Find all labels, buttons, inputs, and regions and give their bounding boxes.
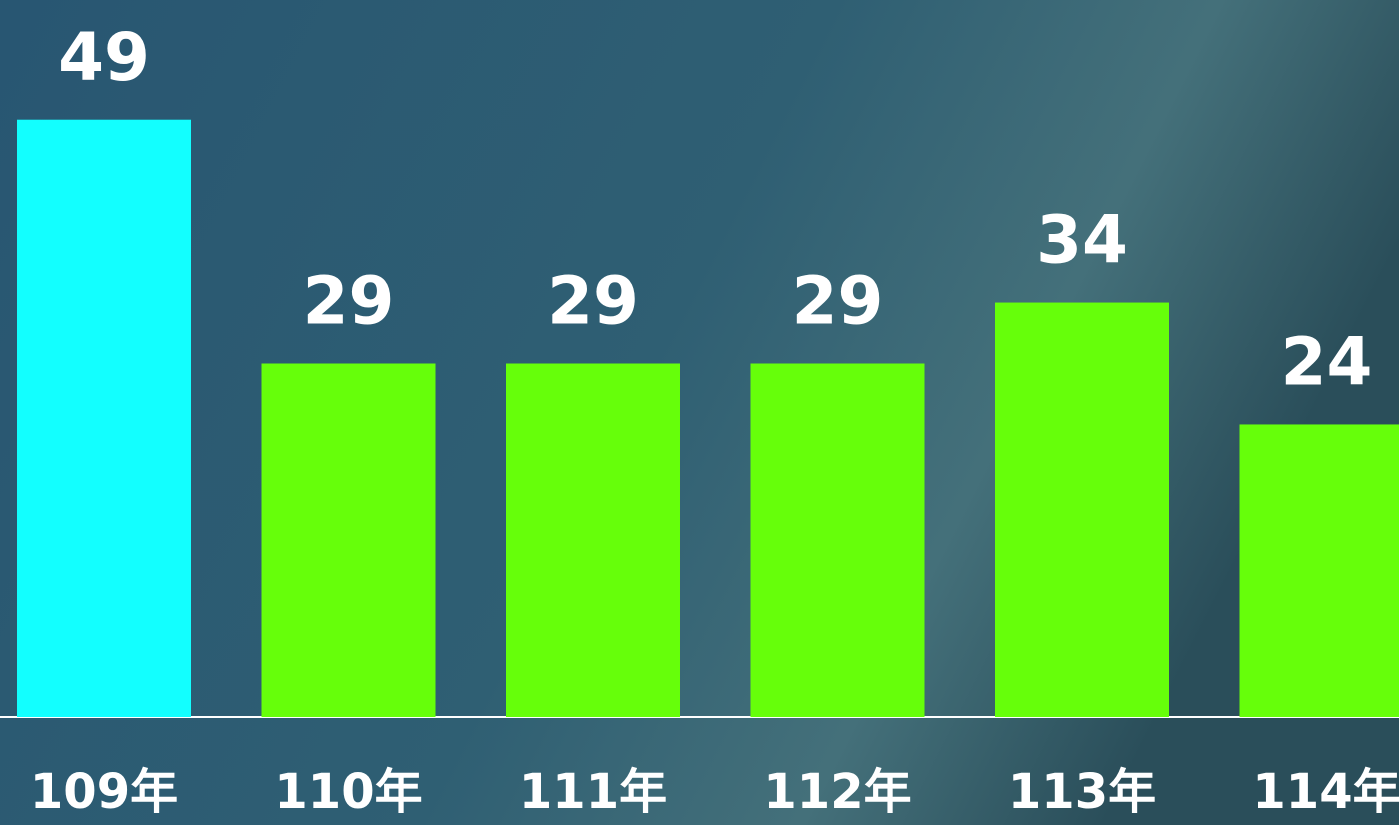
bar xyxy=(995,302,1169,717)
bar xyxy=(506,363,680,717)
value-label: 29 xyxy=(547,263,639,340)
x-tick-label: 114年 xyxy=(1252,764,1399,820)
x-tick-label: 112年 xyxy=(763,764,911,820)
value-label: 29 xyxy=(303,263,395,340)
value-label: 29 xyxy=(792,263,884,340)
x-tick-label: 113年 xyxy=(1008,764,1156,820)
value-label: 24 xyxy=(1281,324,1373,401)
value-label: 49 xyxy=(58,19,150,96)
bar xyxy=(261,363,436,717)
bar xyxy=(17,119,191,717)
x-tick-label: 109年 xyxy=(30,764,178,820)
x-tick-label: 111年 xyxy=(519,764,667,820)
bar xyxy=(750,363,925,717)
bar xyxy=(1239,424,1399,717)
x-tick-label: 110年 xyxy=(274,764,422,820)
value-label: 34 xyxy=(1036,202,1128,279)
